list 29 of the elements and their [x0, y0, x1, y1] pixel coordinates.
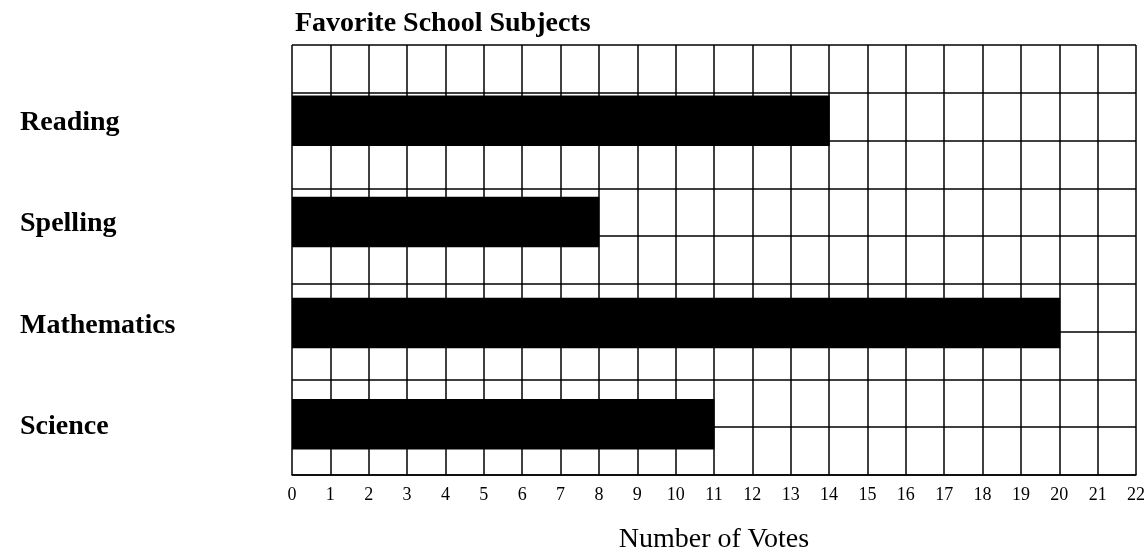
x-tick-label: 4 — [440, 484, 450, 504]
x-tick-label: 14 — [820, 484, 839, 504]
x-tick-label: 3 — [402, 484, 412, 504]
x-tick-label: 17 — [935, 484, 954, 504]
x-axis-title: Number of Votes — [618, 521, 810, 553]
x-tick-label: 2 — [364, 484, 374, 504]
x-tick-label: 5 — [479, 484, 489, 504]
y-tick-label: Reading — [20, 105, 120, 137]
x-tick-label: 6 — [517, 484, 527, 504]
x-tick-label: 10 — [666, 484, 685, 504]
x-tick-label: 1 — [325, 484, 335, 504]
y-tick-label: Science — [20, 408, 109, 440]
x-tick-label: 21 — [1088, 484, 1107, 504]
y-tick-label: Spelling — [20, 206, 117, 238]
x-tick-label: 18 — [973, 484, 992, 504]
x-tick-label: 11 — [705, 484, 723, 504]
x-tick-label: 0 — [287, 484, 297, 504]
x-tick-label: 20 — [1050, 484, 1069, 504]
x-tick-label: 15 — [858, 484, 877, 504]
x-tick-label: 22 — [1127, 484, 1145, 504]
x-tick-label: 9 — [632, 484, 642, 504]
x-tick-label: 12 — [743, 484, 762, 504]
x-tick-label: 8 — [594, 484, 604, 504]
x-tick-label: 7 — [556, 484, 566, 504]
x-tick-label: 19 — [1011, 484, 1030, 504]
chart-title: Favorite School Subjects — [295, 5, 591, 37]
x-tick-label: 13 — [781, 484, 800, 504]
y-tick-label: Mathematics — [20, 307, 176, 339]
x-tick-label: 16 — [896, 484, 915, 504]
